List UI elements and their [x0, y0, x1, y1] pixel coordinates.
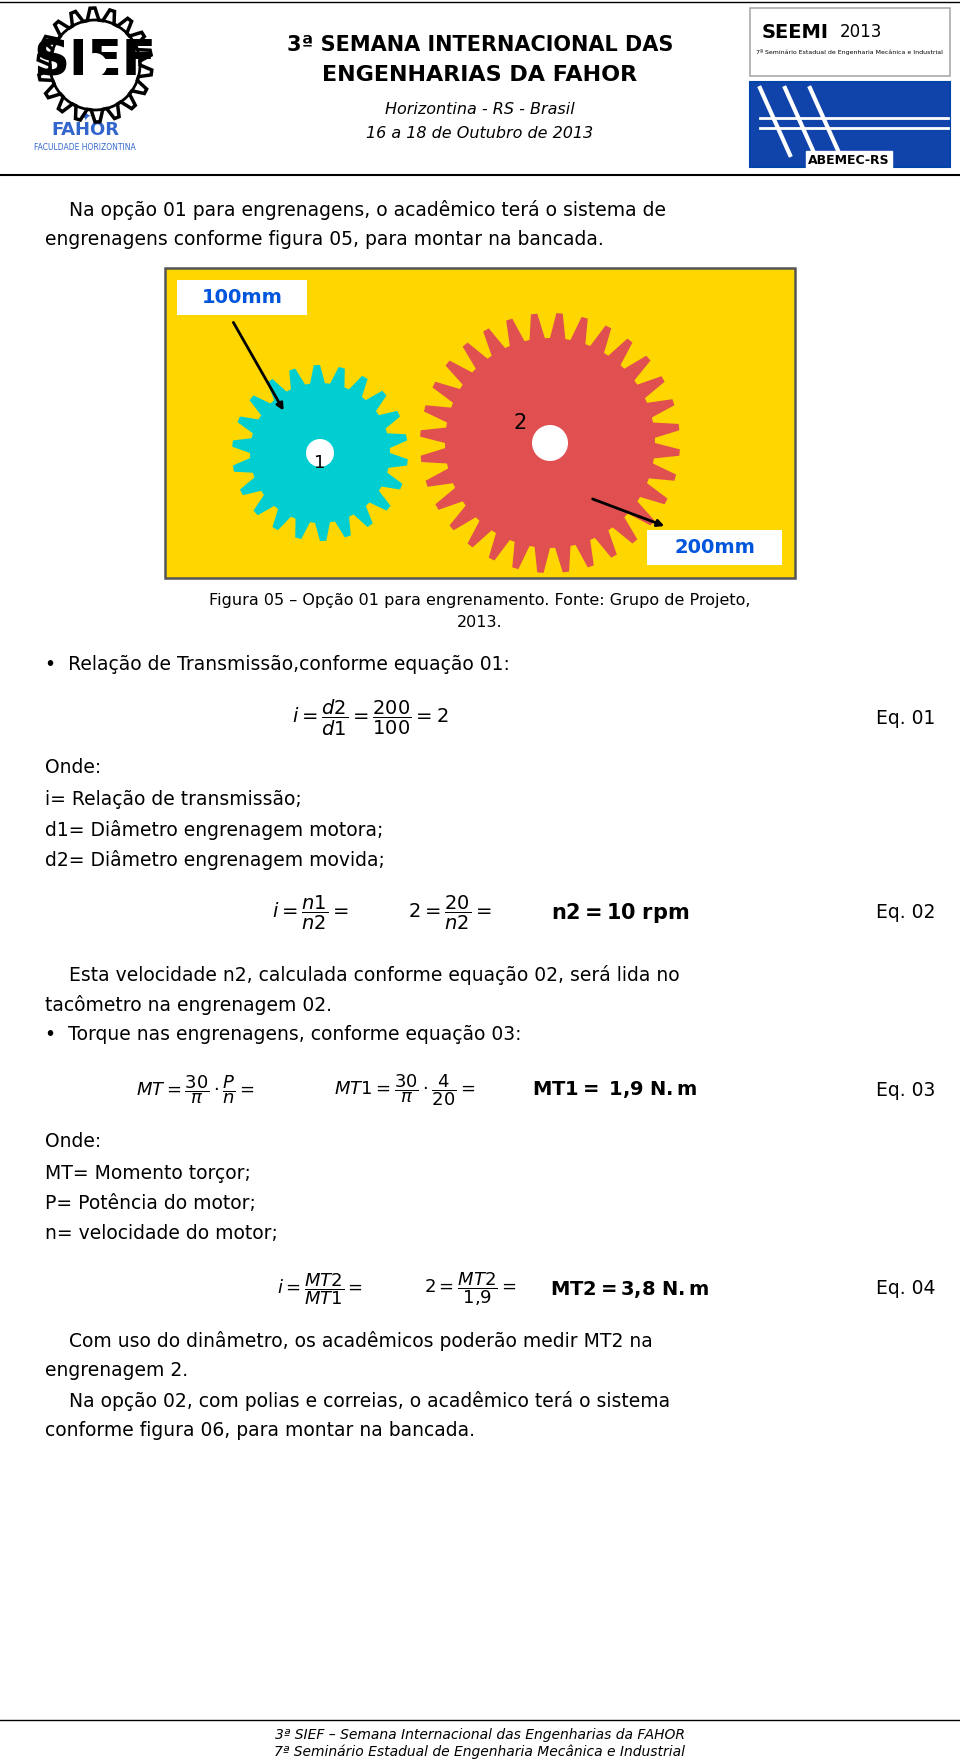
Text: Eq. 04: Eq. 04 [876, 1280, 935, 1299]
Text: Onde:: Onde: [45, 1132, 101, 1151]
Text: ✦: ✦ [79, 111, 91, 125]
Text: n= velocidade do motor;: n= velocidade do motor; [45, 1223, 277, 1243]
Text: d2= Diâmetro engrenagem movida;: d2= Diâmetro engrenagem movida; [45, 850, 385, 869]
Text: Na opção 01 para engrenagens, o acadêmico terá o sistema de
engrenagens conforme: Na opção 01 para engrenagens, o acadêmic… [45, 201, 666, 248]
Text: SIEF: SIEF [34, 39, 156, 86]
Polygon shape [420, 313, 680, 572]
Text: 1: 1 [314, 454, 325, 472]
FancyBboxPatch shape [750, 83, 950, 167]
Text: 200mm: 200mm [674, 539, 755, 556]
Text: 3ª SIEF – Semana Internacional das Engenharias da FAHOR: 3ª SIEF – Semana Internacional das Engen… [275, 1728, 685, 1742]
Text: FAHOR: FAHOR [51, 121, 119, 139]
Text: ENGENHARIAS DA FAHOR: ENGENHARIAS DA FAHOR [323, 65, 637, 84]
Text: ABEMEC-RS: ABEMEC-RS [808, 153, 890, 167]
Text: MT= Momento torçor;: MT= Momento torçor; [45, 1163, 251, 1183]
Circle shape [532, 424, 568, 461]
Text: 16 a 18 de Outubro de 2013: 16 a 18 de Outubro de 2013 [367, 125, 593, 141]
Text: Figura 05 – Opção 01 para engrenamento. Fonte: Grupo de Projeto,: Figura 05 – Opção 01 para engrenamento. … [209, 593, 751, 607]
Text: i= Relação de transmissão;: i= Relação de transmissão; [45, 790, 301, 810]
Text: Onde:: Onde: [45, 759, 101, 776]
Text: $2 = \dfrac{20}{n2} =$: $2 = \dfrac{20}{n2} =$ [408, 894, 492, 933]
Text: Eq. 03: Eq. 03 [876, 1081, 935, 1100]
Text: $MT = \dfrac{30}{\pi} \cdot \dfrac{P}{n} =$: $MT = \dfrac{30}{\pi} \cdot \dfrac{P}{n}… [135, 1074, 254, 1107]
Text: 100mm: 100mm [202, 289, 282, 306]
Text: •  Relação de Transmissão,conforme equação 01:: • Relação de Transmissão,conforme equaçã… [45, 655, 510, 674]
Polygon shape [232, 364, 408, 540]
Text: $MT1 = \dfrac{30}{\pi} \cdot \dfrac{4}{20} =$: $MT1 = \dfrac{30}{\pi} \cdot \dfrac{4}{2… [334, 1072, 476, 1107]
Text: d1= Diâmetro engrenagem motora;: d1= Diâmetro engrenagem motora; [45, 820, 383, 840]
Text: 7ª Seminário Estadual de Engenharia Mecânica e Industrial: 7ª Seminário Estadual de Engenharia Mecâ… [756, 49, 943, 55]
Text: $\mathbf{MT2 = 3{,}8\ N{.}m}$: $\mathbf{MT2 = 3{,}8\ N{.}m}$ [550, 1278, 709, 1299]
Text: 2013: 2013 [840, 23, 882, 40]
Circle shape [83, 53, 107, 77]
Text: FACULDADE HORIZONTINA: FACULDADE HORIZONTINA [35, 144, 136, 153]
Text: $\mathbf{MT1 = \ 1{,}9\ N{.}m}$: $\mathbf{MT1 = \ 1{,}9\ N{.}m}$ [532, 1079, 698, 1100]
Text: •  Torque nas engrenagens, conforme equação 03:: • Torque nas engrenagens, conforme equaç… [45, 1024, 521, 1044]
Text: Eq. 01: Eq. 01 [876, 709, 935, 727]
Text: $i = \dfrac{MT2}{MT1} =$: $i = \dfrac{MT2}{MT1} =$ [277, 1271, 363, 1308]
Circle shape [306, 438, 334, 466]
Text: $i = \dfrac{d2}{d1} = \dfrac{200}{100} = 2$: $i = \dfrac{d2}{d1} = \dfrac{200}{100} =… [292, 699, 448, 737]
Bar [647, 530, 782, 565]
Bar [165, 268, 795, 577]
Text: Na opção 02, com polias e correias, o acadêmico terá o sistema
conforme figura 0: Na opção 02, com polias e correias, o ac… [45, 1390, 670, 1440]
Text: $i = \dfrac{n1}{n2} =$: $i = \dfrac{n1}{n2} =$ [272, 894, 348, 933]
Text: 3ª SEMANA INTERNACIONAL DAS: 3ª SEMANA INTERNACIONAL DAS [287, 35, 673, 55]
Text: Esta velocidade n2, calculada conforme equação 02, será lida no
tacômetro na eng: Esta velocidade n2, calculada conforme e… [45, 964, 680, 1016]
Text: $2 = \dfrac{MT2}{1{,}9} =$: $2 = \dfrac{MT2}{1{,}9} =$ [423, 1271, 516, 1308]
Text: 2013.: 2013. [457, 614, 503, 630]
Text: $\mathbf{n2 = 10\ rpm}$: $\mathbf{n2 = 10\ rpm}$ [551, 901, 689, 926]
Text: SEEMI: SEEMI [762, 23, 829, 42]
Text: Horizontina - RS - Brasil: Horizontina - RS - Brasil [385, 102, 575, 118]
Text: 7ª Seminário Estadual de Engenharia Mecânica e Industrial: 7ª Seminário Estadual de Engenharia Mecâ… [275, 1744, 685, 1760]
Text: Com uso do dinâmetro, os acadêmicos poderão medir MT2 na
engrenagem 2.: Com uso do dinâmetro, os acadêmicos pode… [45, 1331, 653, 1380]
Text: Eq. 02: Eq. 02 [876, 903, 935, 922]
Bar [177, 280, 307, 315]
Text: P= Potência do motor;: P= Potência do motor; [45, 1193, 256, 1213]
Text: 2: 2 [514, 414, 527, 433]
FancyBboxPatch shape [750, 9, 950, 76]
